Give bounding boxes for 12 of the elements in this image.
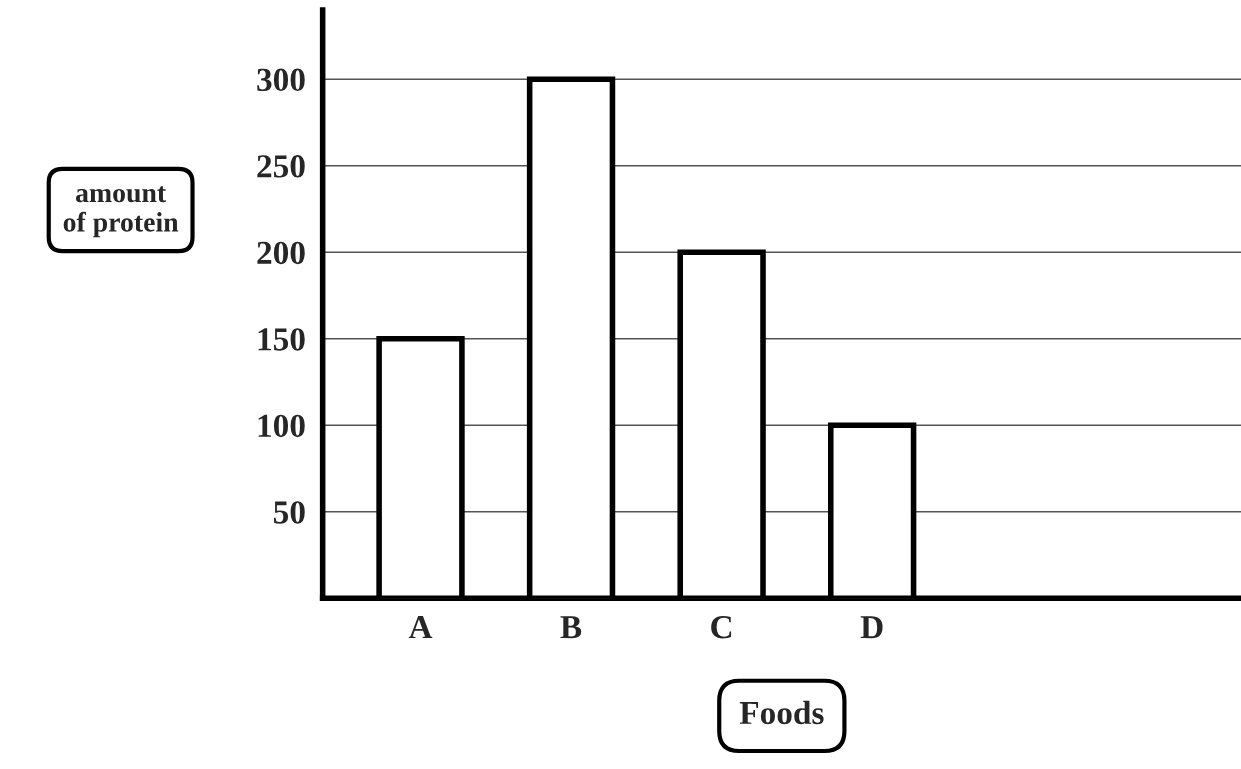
- y-tick-label: 150: [258, 328, 305, 351]
- x-tick-label: B: [560, 616, 582, 639]
- y-tick-label: 50: [273, 501, 305, 524]
- y-axis-title: amount of protein: [63, 186, 179, 238]
- x-axis-title: Foods: [739, 700, 824, 725]
- y-tick-label: 200: [257, 241, 305, 265]
- x-tick-label: A: [408, 616, 433, 639]
- x-tick-label: C: [711, 616, 732, 639]
- y-tick-label: 100: [258, 414, 305, 438]
- y-tick-label: 250: [257, 155, 305, 178]
- x-tick-label: D: [860, 616, 883, 639]
- y-tick-label: 300: [257, 68, 305, 92]
